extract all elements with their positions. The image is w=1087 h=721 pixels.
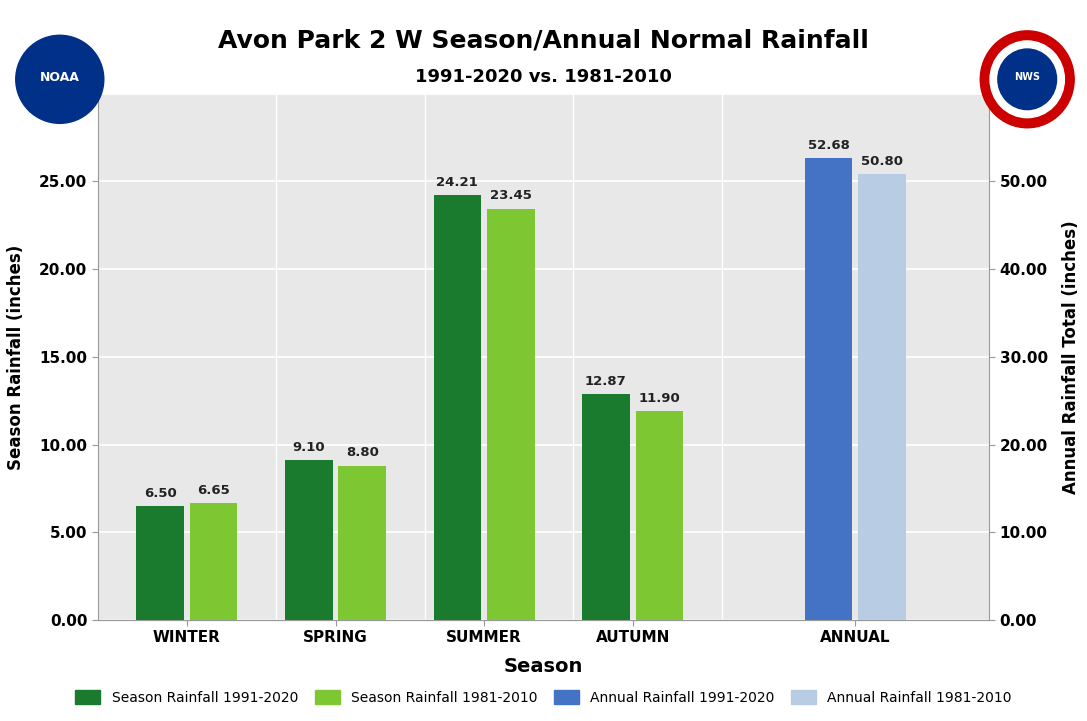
Bar	[583, 394, 629, 620]
Text: 6.65: 6.65	[198, 484, 230, 497]
Text: 12.87: 12.87	[585, 375, 627, 388]
Text: 50.80: 50.80	[861, 155, 903, 168]
Y-axis label: Annual Rainfall Total (inches): Annual Rainfall Total (inches)	[1062, 220, 1079, 494]
Text: 8.80: 8.80	[346, 446, 378, 459]
Legend: Season Rainfall 1991-2020, Season Rainfall 1981-2010, Annual Rainfall 1991-2020,: Season Rainfall 1991-2020, Season Rainfa…	[70, 684, 1017, 710]
Bar	[285, 461, 333, 620]
Circle shape	[998, 49, 1057, 110]
Circle shape	[990, 41, 1064, 118]
Y-axis label: Season Rainfall (inches): Season Rainfall (inches)	[8, 244, 25, 469]
Bar	[338, 466, 386, 620]
Text: 23.45: 23.45	[490, 190, 532, 203]
Text: 9.10: 9.10	[292, 441, 325, 454]
Bar	[859, 174, 905, 620]
Bar	[190, 503, 237, 620]
Text: NWS: NWS	[1014, 72, 1040, 82]
Text: 24.21: 24.21	[437, 176, 478, 189]
X-axis label: Season: Season	[503, 657, 584, 676]
Text: 1991-2020 vs. 1981-2010: 1991-2020 vs. 1981-2010	[415, 68, 672, 87]
Bar	[636, 411, 683, 620]
Bar	[434, 195, 482, 620]
Text: Avon Park 2 W Season/Annual Normal Rainfall: Avon Park 2 W Season/Annual Normal Rainf…	[218, 29, 869, 53]
Circle shape	[980, 31, 1074, 128]
Bar	[137, 506, 184, 620]
Text: NOAA: NOAA	[40, 71, 79, 84]
Circle shape	[16, 35, 103, 123]
Bar	[487, 208, 535, 620]
Text: 11.90: 11.90	[638, 392, 680, 405]
Text: 52.68: 52.68	[808, 138, 850, 151]
Text: 6.50: 6.50	[143, 487, 176, 500]
Bar	[805, 158, 852, 620]
